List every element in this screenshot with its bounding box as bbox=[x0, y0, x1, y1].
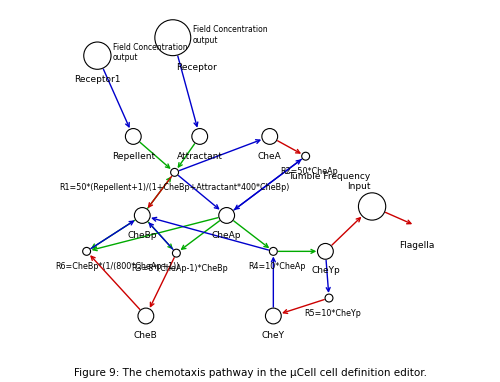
Circle shape bbox=[134, 207, 150, 223]
Text: Tumble Frequency
Input: Tumble Frequency Input bbox=[288, 172, 370, 191]
Text: Flagella: Flagella bbox=[400, 241, 434, 249]
Text: CheA: CheA bbox=[258, 152, 281, 160]
Circle shape bbox=[82, 248, 90, 255]
Circle shape bbox=[270, 248, 278, 255]
Circle shape bbox=[262, 129, 278, 144]
Circle shape bbox=[302, 152, 310, 160]
Text: Repellent: Repellent bbox=[112, 152, 155, 160]
Circle shape bbox=[84, 42, 111, 69]
Text: R5=10*CheYp: R5=10*CheYp bbox=[304, 309, 361, 318]
Circle shape bbox=[138, 308, 154, 324]
Circle shape bbox=[170, 168, 178, 176]
Text: CheAp: CheAp bbox=[212, 230, 242, 240]
Text: R2=50*CheAp: R2=50*CheAp bbox=[280, 167, 338, 176]
Text: R4=10*CheAp: R4=10*CheAp bbox=[248, 262, 306, 271]
Circle shape bbox=[219, 207, 234, 223]
Circle shape bbox=[126, 129, 141, 144]
Circle shape bbox=[318, 243, 334, 259]
Circle shape bbox=[155, 20, 191, 56]
Text: R6=CheBp*(1/(800*CheAp+1)): R6=CheBp*(1/(800*CheAp+1)) bbox=[55, 262, 180, 271]
Text: Figure 9: The chemotaxis pathway in the μCell cell definition editor.: Figure 9: The chemotaxis pathway in the … bbox=[74, 368, 426, 378]
Text: CheY: CheY bbox=[262, 331, 285, 340]
Text: CheB: CheB bbox=[134, 331, 158, 340]
Text: CheYp: CheYp bbox=[311, 266, 340, 275]
Text: Receptor: Receptor bbox=[176, 63, 216, 72]
Text: Attractant: Attractant bbox=[176, 152, 222, 160]
Text: R3=8*(CheAp-1)*CheBp: R3=8*(CheAp-1)*CheBp bbox=[132, 264, 228, 273]
Circle shape bbox=[358, 193, 386, 220]
Text: CheBp: CheBp bbox=[128, 230, 157, 240]
Circle shape bbox=[266, 308, 281, 324]
Text: Field Concentration
output: Field Concentration output bbox=[113, 43, 188, 63]
Text: R1=50*(Repellent+1)/(1+CheBp+Attractant*400*CheBp): R1=50*(Repellent+1)/(1+CheBp+Attractant*… bbox=[60, 183, 290, 192]
Circle shape bbox=[192, 129, 208, 144]
Text: Field Concentration
output: Field Concentration output bbox=[192, 25, 267, 45]
Circle shape bbox=[172, 249, 180, 257]
Circle shape bbox=[325, 294, 333, 302]
Text: Receptor1: Receptor1 bbox=[74, 75, 120, 84]
